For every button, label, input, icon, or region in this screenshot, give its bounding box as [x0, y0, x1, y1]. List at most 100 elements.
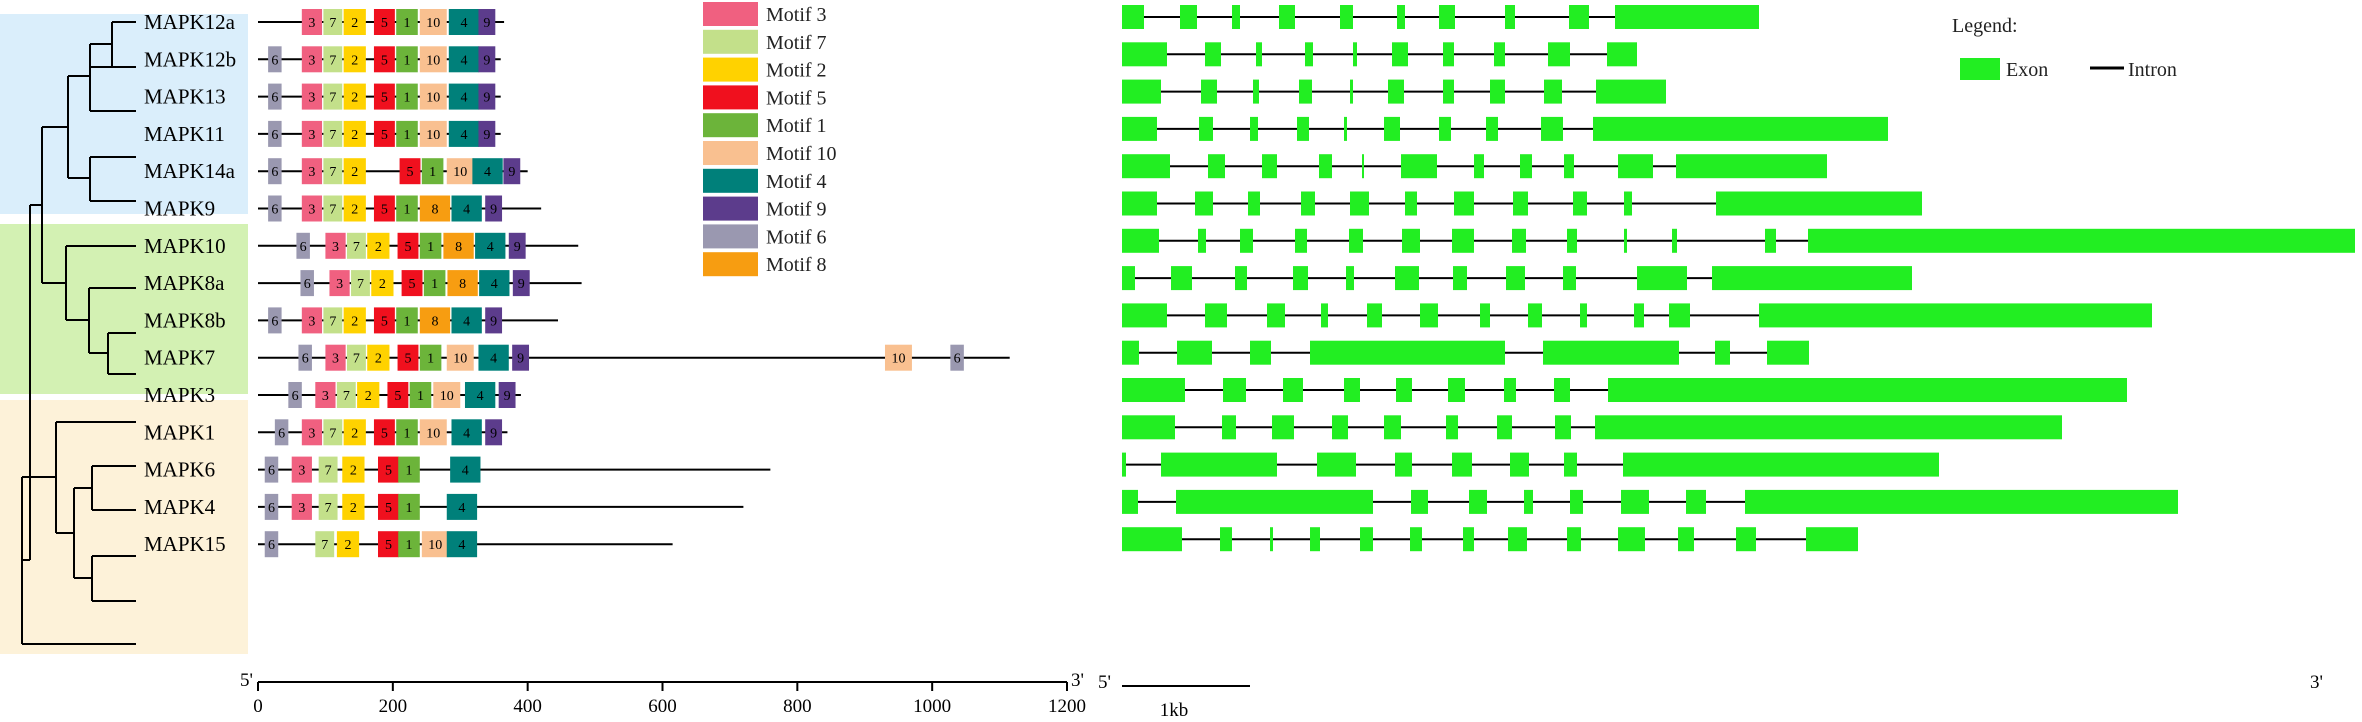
motif-number: 4: [477, 389, 484, 404]
motif-box: [301, 83, 323, 110]
motif-number: 8: [431, 203, 438, 218]
exon-box: [1388, 79, 1404, 104]
exon-box: [1122, 42, 1167, 67]
gene-structure-row: [1122, 79, 1666, 104]
motif-box: [398, 493, 420, 520]
motif-number: 2: [351, 426, 358, 441]
legend-swatch: [703, 252, 758, 277]
motif-box: [323, 46, 343, 73]
exon-box: [1615, 5, 1759, 29]
exon-box: [1222, 415, 1236, 440]
motif-box: [318, 456, 338, 483]
motif-box: [446, 493, 478, 520]
motif-number: 4: [460, 53, 467, 68]
exon-box: [1295, 228, 1307, 253]
motif-number: 5: [385, 501, 392, 516]
exon-box: [1195, 191, 1213, 216]
motif-box: [296, 232, 310, 259]
scale-bar-label: 1kb: [1160, 700, 1189, 721]
exon-box: [1346, 266, 1354, 291]
legend-label: Motif 6: [766, 226, 827, 248]
exon-box: [1759, 303, 2152, 328]
exon-box: [1448, 378, 1465, 402]
legend-item: Motif 1: [703, 113, 827, 138]
exon-box: [1593, 116, 1888, 141]
gene-structure-row: [1122, 42, 1637, 67]
motif-box: [300, 270, 314, 297]
motif-number: 4: [460, 128, 467, 143]
exon-box: [1367, 303, 1382, 328]
motif-box: [323, 158, 343, 185]
exon-box: [1637, 266, 1687, 291]
exon-box: [1672, 228, 1677, 253]
motif-number: 6: [271, 165, 278, 180]
exon-box: [1122, 340, 1139, 365]
phylogenetic-tree: [21, 21, 136, 645]
motif-box: [343, 195, 366, 222]
exon-box: [1122, 228, 1159, 253]
exon-box: [1410, 527, 1422, 552]
exon-box: [1544, 79, 1562, 104]
exon-box: [1317, 452, 1356, 477]
motif-number: 4: [463, 426, 470, 441]
motif-number: 6: [268, 538, 275, 553]
motif-number: 7: [325, 501, 332, 516]
motif-box: [478, 46, 496, 73]
motif-box: [485, 419, 503, 446]
motif-number: 9: [508, 165, 515, 180]
exon-box: [1220, 527, 1232, 552]
exon-box: [1736, 527, 1756, 552]
motif-number: 2: [351, 314, 358, 329]
exon-box: [1395, 452, 1412, 477]
motif-box: [419, 344, 442, 371]
axis-tick-label: 1000: [913, 696, 951, 717]
exon-box: [1669, 303, 1690, 328]
exon-box: [1504, 378, 1516, 402]
legend-item: Motif 7: [703, 29, 827, 54]
motif-number: 4: [458, 538, 465, 553]
motif-number: 9: [490, 203, 497, 218]
gene-name: MAPK12b: [144, 47, 236, 71]
motif-number: 6: [271, 128, 278, 143]
motif-number: 1: [417, 389, 424, 404]
legend-item: Motif 9: [703, 196, 827, 221]
exon-box: [1310, 527, 1320, 552]
exon-box: [1405, 191, 1417, 216]
legend-swatch: [703, 168, 758, 193]
motif-number: 4: [460, 91, 467, 106]
legend-label: Motif 9: [766, 199, 827, 221]
exon-box: [1176, 489, 1373, 514]
axis-tick-label: 600: [648, 696, 677, 717]
exon-box: [1510, 452, 1529, 477]
motif-box: [373, 419, 395, 446]
motif-number: 1: [403, 128, 410, 143]
exon-box: [1634, 303, 1644, 328]
exon-box: [1570, 489, 1583, 514]
motif-number: 2: [351, 128, 358, 143]
motif-box: [325, 344, 346, 371]
motif-number: 4: [490, 352, 497, 367]
motif-number: 4: [487, 240, 494, 255]
motif-legend: Motif 3 Motif 7 Motif 2 Motif 5 Motif 1 Motif…: [703, 2, 837, 277]
motif-box: [419, 9, 447, 35]
motif-number: 9: [504, 389, 511, 404]
motif-row: 6 3 7 2 5 1 10 4 9: [258, 382, 521, 408]
axis-tick-label: 200: [379, 696, 408, 717]
motif-box: [301, 158, 323, 185]
gene-structure-row: [1122, 489, 2178, 514]
exon-box: [1350, 191, 1369, 216]
gene-structure-row: [1122, 452, 1939, 477]
exon-box: [1443, 42, 1454, 67]
exon-box: [1543, 340, 1679, 365]
motif-number: 5: [381, 203, 388, 218]
motif-row: 6 3 7 2 5 1 10 4 9 10 6: [258, 344, 1010, 371]
exon-box: [1678, 527, 1694, 552]
motif-box: [268, 120, 282, 147]
legend-swatch: [703, 2, 758, 26]
exon-box: [1564, 154, 1574, 179]
motif-number: 9: [490, 426, 497, 441]
motif-row: 6 3 7 2 5 1 10 4 9: [258, 158, 528, 185]
exon-box: [1122, 415, 1175, 440]
motif-box: [371, 270, 394, 297]
axis-tick-label: 0: [253, 696, 263, 717]
